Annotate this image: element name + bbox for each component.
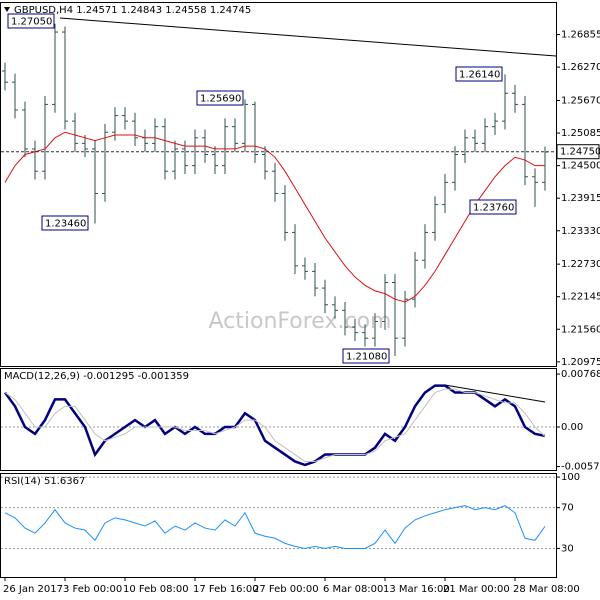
y-tick-label: 1.26270	[561, 62, 600, 73]
panel-frame	[0, 473, 557, 578]
y-tick-label: 1.23915	[561, 193, 600, 204]
x-tick-label: 21 Mar 00:00	[443, 584, 510, 595]
annotation-box	[469, 199, 517, 215]
panel-frame	[0, 368, 557, 471]
x-tick-label: 13 Mar 16:00	[383, 584, 450, 595]
annotation: 1.26140	[459, 70, 500, 81]
y-tick-label: 1.25085	[561, 128, 600, 139]
y-tick-label: 0.007686	[561, 369, 600, 380]
panel-title: RSI(14) 51.6367	[4, 476, 85, 487]
y-tick-label: 1.26855	[561, 30, 600, 41]
x-tick-label: 6 Mar 08:00	[323, 584, 383, 595]
watermark: ActionForex.com	[209, 309, 392, 334]
y-tick-label: 1.22145	[561, 292, 600, 303]
x-tick-label: 26 Jan 2017	[3, 584, 63, 595]
series-line	[4, 388, 546, 462]
x-tick-label: 10 Feb 08:00	[123, 584, 189, 595]
moving-average	[4, 131, 545, 303]
y-tick-label: 70	[561, 503, 574, 514]
trend-line	[59, 17, 557, 57]
annotation: 1.21080	[346, 352, 387, 363]
y-tick-label: 1.21560	[561, 324, 600, 335]
y-tick-label: -0.005739	[561, 462, 600, 473]
y-tick-label: 30	[561, 543, 574, 554]
x-tick-label: 27 Feb 00:00	[253, 584, 319, 595]
annotation-box	[342, 348, 390, 364]
current-price-box	[556, 144, 600, 160]
panel-title: GBPUSD,H4 1.24571 1.24843 1.24558 1.2474…	[14, 5, 251, 16]
series-line	[3, 384, 546, 467]
macd-trend-line	[444, 384, 546, 403]
panel-frame	[0, 2, 557, 367]
symbol-icon	[4, 7, 10, 12]
x-tick-label: 28 Mar 08:00	[513, 584, 580, 595]
annotation: 1.23460	[45, 219, 86, 230]
panel-title: MACD(12,26,9) -0.001295 -0.001359	[4, 371, 189, 382]
annotation: 1.25690	[200, 94, 241, 105]
current-price-label: 1.24750	[560, 147, 600, 158]
y-tick-label: 1.23330	[561, 226, 600, 237]
annotation: 1.23760	[473, 203, 514, 214]
annotation-box	[196, 90, 244, 106]
y-tick-label: 100	[561, 472, 580, 483]
annotation-box	[7, 13, 55, 29]
y-tick-label: 1.22730	[561, 259, 600, 270]
annotation-box	[41, 215, 89, 231]
y-tick-label: 0.00	[561, 422, 583, 433]
annotation-box	[455, 66, 503, 82]
annotation: 1.27050	[11, 17, 52, 28]
series-line	[4, 505, 546, 549]
y-tick-label: 1.20975	[561, 357, 600, 368]
x-tick-label: 3 Feb 00:00	[63, 584, 122, 595]
x-tick-label: 17 Feb 16:00	[193, 584, 259, 595]
y-tick-label: 1.25670	[561, 96, 600, 107]
y-tick-label: 1.24500	[561, 161, 600, 172]
